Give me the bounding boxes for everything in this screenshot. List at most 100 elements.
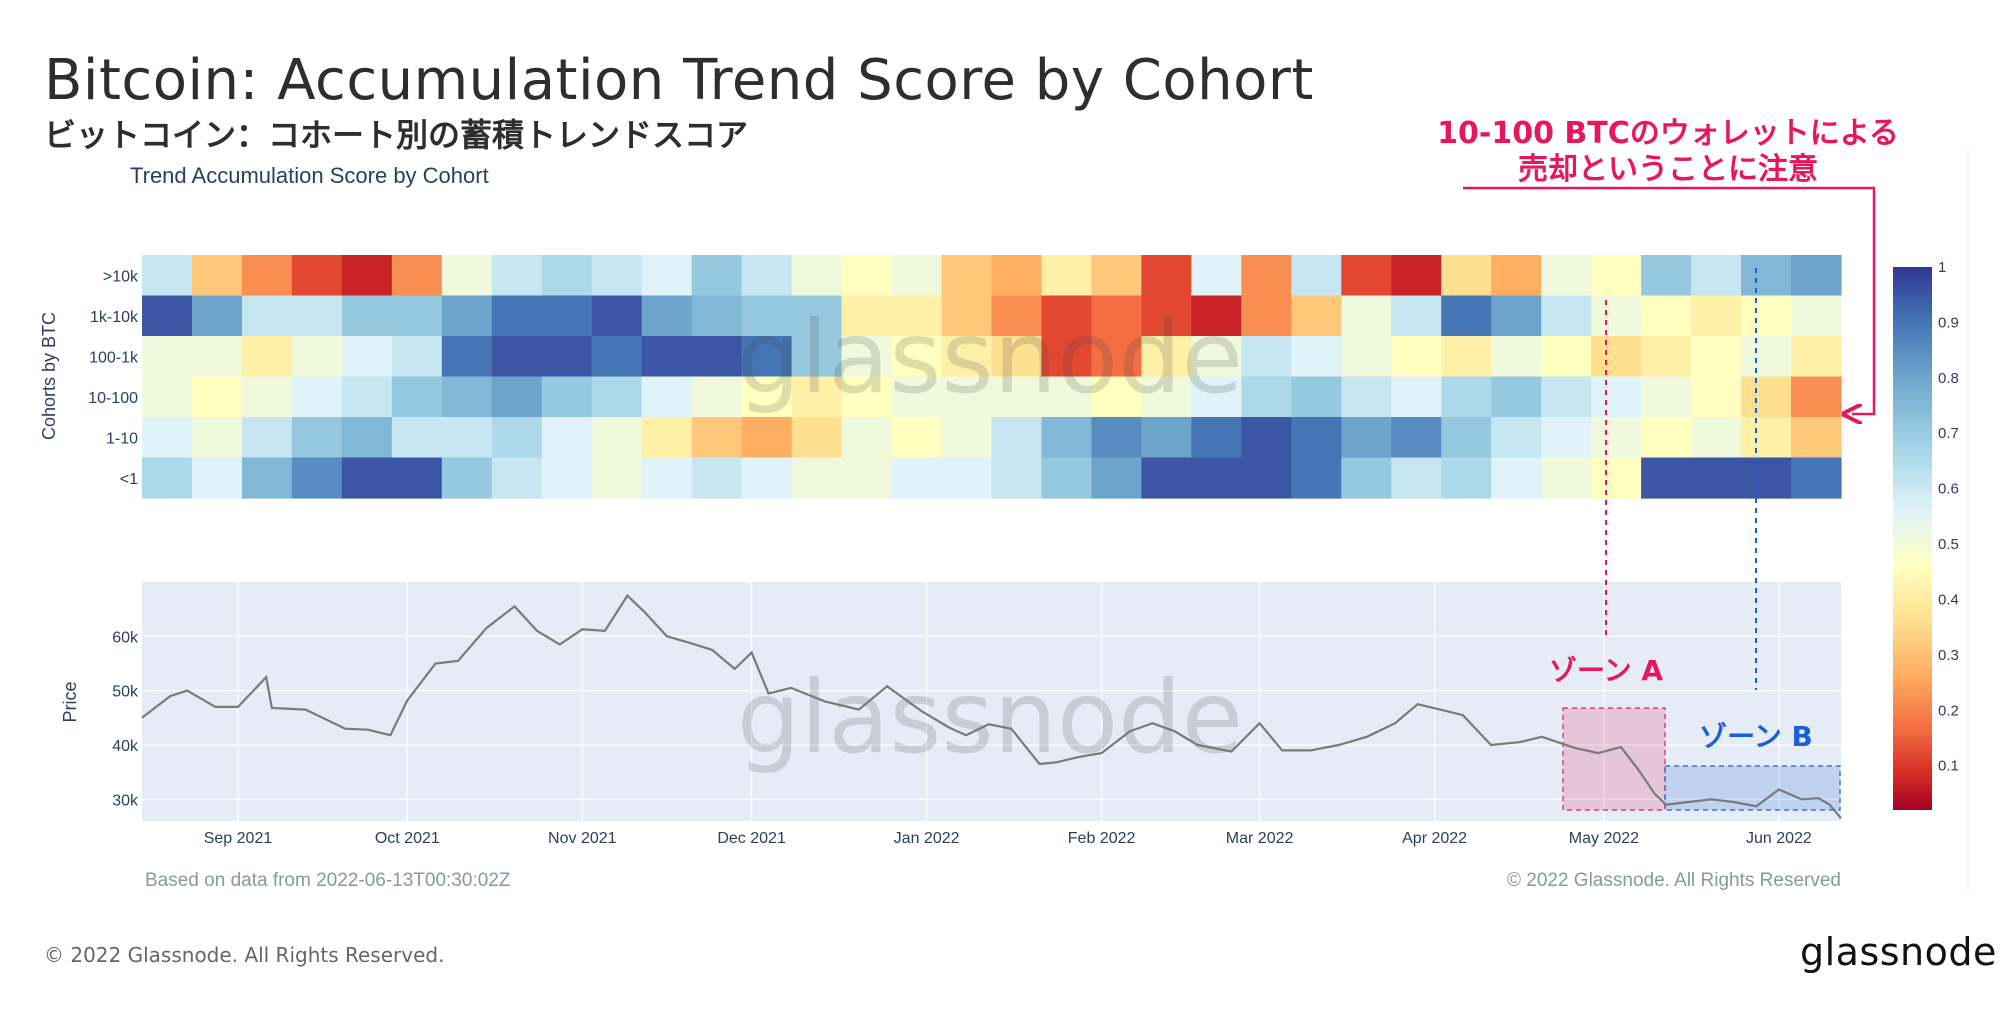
- heatmap-cell: [1391, 417, 1442, 459]
- heatmap-cell: [1591, 336, 1642, 378]
- heatmap-cell: [1541, 336, 1592, 378]
- heatmap-cell: [1591, 457, 1642, 499]
- heatmap-cell: [741, 295, 793, 337]
- heatmap-cell: [591, 336, 643, 378]
- heatmap-cell: [891, 417, 943, 459]
- heatmap-cell: [1691, 376, 1742, 418]
- heatmap-cell: [591, 255, 643, 297]
- heatmap-cell: [1341, 295, 1392, 337]
- heatmap-cell: [741, 457, 793, 499]
- heatmap-cell: [741, 255, 793, 297]
- heatmap-cell: [241, 336, 293, 378]
- heatmap-cell: [1091, 255, 1143, 297]
- heatmap-cell: [941, 255, 993, 297]
- heatmap-cell: [241, 457, 293, 499]
- price-y-tick-label: 30k: [112, 792, 139, 809]
- heatmap-cell: [591, 417, 643, 459]
- heatmap-cell: [591, 295, 643, 337]
- heatmap-cell: [391, 457, 443, 499]
- heatmap-cell: [1191, 336, 1242, 378]
- colorbar-tick-label: 0.8: [1938, 370, 1959, 387]
- heatmap-cell: [241, 417, 293, 459]
- heatmap-cell: [1141, 376, 1192, 418]
- heatmap-cell: [791, 417, 843, 459]
- heatmap-cell: [1541, 457, 1592, 499]
- heatmap-row-label: 1-10: [106, 430, 138, 447]
- heatmap-cell: [1491, 295, 1542, 337]
- heatmap-cell: [341, 336, 393, 378]
- heatmap-cell: [891, 295, 943, 337]
- heatmap-cell: [1091, 295, 1143, 337]
- heatmap-cell: [1291, 457, 1342, 499]
- heatmap-cell: [1391, 255, 1442, 297]
- heatmap-cell: [491, 255, 543, 297]
- heatmap-row-labels: >10k 1k-10k 100-1k 10-100 1-10 <1: [88, 268, 139, 488]
- heatmap-cell: [391, 255, 443, 297]
- heatmap-cell: [841, 255, 893, 297]
- heatmap-cell: [1441, 336, 1492, 378]
- heatmap-cell: [1441, 417, 1492, 459]
- heatmap-cell: [641, 457, 693, 499]
- heatmap-cell: [1241, 336, 1292, 378]
- based-on-note: Based on data from 2022-06-13T00:30:02Z: [145, 870, 511, 891]
- colorbar-tick-label: 0.2: [1938, 702, 1959, 719]
- heatmap-cell: [1691, 295, 1742, 337]
- heatmap-cell: [1691, 457, 1742, 499]
- price-x-tick-label: Nov 2021: [548, 830, 617, 847]
- heatmap-cell: [991, 295, 1043, 337]
- heatmap-cell: [142, 417, 193, 459]
- heatmap-cell: [142, 295, 193, 337]
- price-x-tick-label: Apr 2022: [1402, 830, 1467, 847]
- heatmap-cell: [441, 295, 493, 337]
- heatmap-cell: [691, 336, 743, 378]
- heatmap-cell: [1241, 376, 1292, 418]
- heatmap-cell: [291, 417, 343, 459]
- heatmap-cell: [1791, 376, 1842, 418]
- heatmap-cell: [541, 376, 593, 418]
- heatmap-cell: [1591, 295, 1642, 337]
- heatmap-cell: [1141, 457, 1192, 499]
- heatmap-cell: [991, 417, 1043, 459]
- heatmap-row-label: <1: [120, 471, 138, 488]
- price-x-tick-label: Sep 2021: [204, 830, 273, 847]
- heatmap-cell: [491, 336, 543, 378]
- heatmap-cell: [291, 295, 343, 337]
- heatmap-cell: [891, 336, 943, 378]
- heatmap-cell: [142, 376, 193, 418]
- heatmap-cell: [341, 255, 393, 297]
- heatmap-cell: [1341, 457, 1392, 499]
- heatmap-cell: [1691, 336, 1742, 378]
- heatmap-cell: [1741, 295, 1792, 337]
- heatmap-cell: [691, 295, 743, 337]
- colorbar-tick-label: 0.5: [1938, 536, 1959, 553]
- price-y-tick-label: 40k: [112, 738, 139, 755]
- colorbar-ticks: 1 0.9 0.8 0.7 0.6 0.5 0.4 0.3 0.2 0.1: [1938, 259, 1959, 775]
- heatmap-cell: [1541, 255, 1592, 297]
- heatmap-cell: [941, 376, 993, 418]
- heatmap-cell: [341, 457, 393, 499]
- heatmap-cell: [191, 376, 243, 418]
- heatmap-cell: [341, 417, 393, 459]
- heatmap-row-label: 100-1k: [89, 349, 139, 366]
- heatmap-cell: [291, 255, 343, 297]
- heatmap-cell: [791, 376, 843, 418]
- colorbar-tick-label: 1: [1938, 259, 1946, 276]
- heatmap-cell: [1391, 376, 1442, 418]
- heatmap-cell: [1341, 255, 1392, 297]
- heatmap-cell: [241, 295, 293, 337]
- heatmap-cell: [241, 376, 293, 418]
- heatmap-cell: [941, 417, 993, 459]
- heatmap-cell: [391, 295, 443, 337]
- heatmap-cells: [142, 255, 1842, 499]
- heatmap-cell: [1291, 255, 1342, 297]
- heatmap-cell: [591, 376, 643, 418]
- heatmap-cell: [1241, 295, 1292, 337]
- heatmap-cell: [1591, 255, 1642, 297]
- heatmap-cell: [941, 457, 993, 499]
- heatmap-cell: [1291, 336, 1342, 378]
- colorbar: [1893, 267, 1932, 810]
- zone-a-box: [1562, 707, 1666, 811]
- heatmap-cell: [1141, 417, 1192, 459]
- heatmap-cell: [691, 457, 743, 499]
